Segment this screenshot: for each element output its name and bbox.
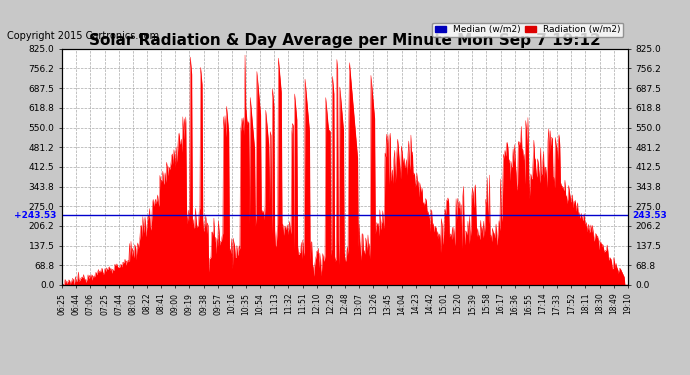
Legend: Median (w/m2), Radiation (w/m2): Median (w/m2), Radiation (w/m2)	[432, 22, 623, 37]
Text: Copyright 2015 Cartronics.com: Copyright 2015 Cartronics.com	[7, 32, 159, 41]
Title: Solar Radiation & Day Average per Minute Mon Sep 7 19:12: Solar Radiation & Day Average per Minute…	[89, 33, 601, 48]
Text: 243.53: 243.53	[632, 211, 667, 220]
Text: +243.53: +243.53	[14, 211, 56, 220]
